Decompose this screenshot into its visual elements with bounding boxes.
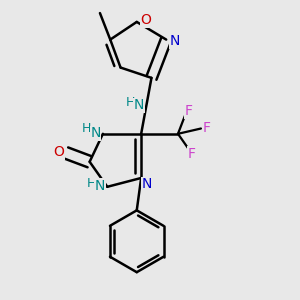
Text: H: H <box>86 177 96 190</box>
Text: F: F <box>188 147 196 161</box>
Text: H: H <box>82 122 92 135</box>
Text: N: N <box>134 98 144 112</box>
Text: N: N <box>95 179 105 193</box>
Text: O: O <box>53 146 64 159</box>
Text: N: N <box>90 126 101 140</box>
Text: N: N <box>141 177 152 191</box>
Text: F: F <box>185 104 193 118</box>
Text: O: O <box>141 14 152 27</box>
Text: F: F <box>202 121 210 135</box>
Text: N: N <box>169 34 180 48</box>
Text: H: H <box>125 96 135 110</box>
